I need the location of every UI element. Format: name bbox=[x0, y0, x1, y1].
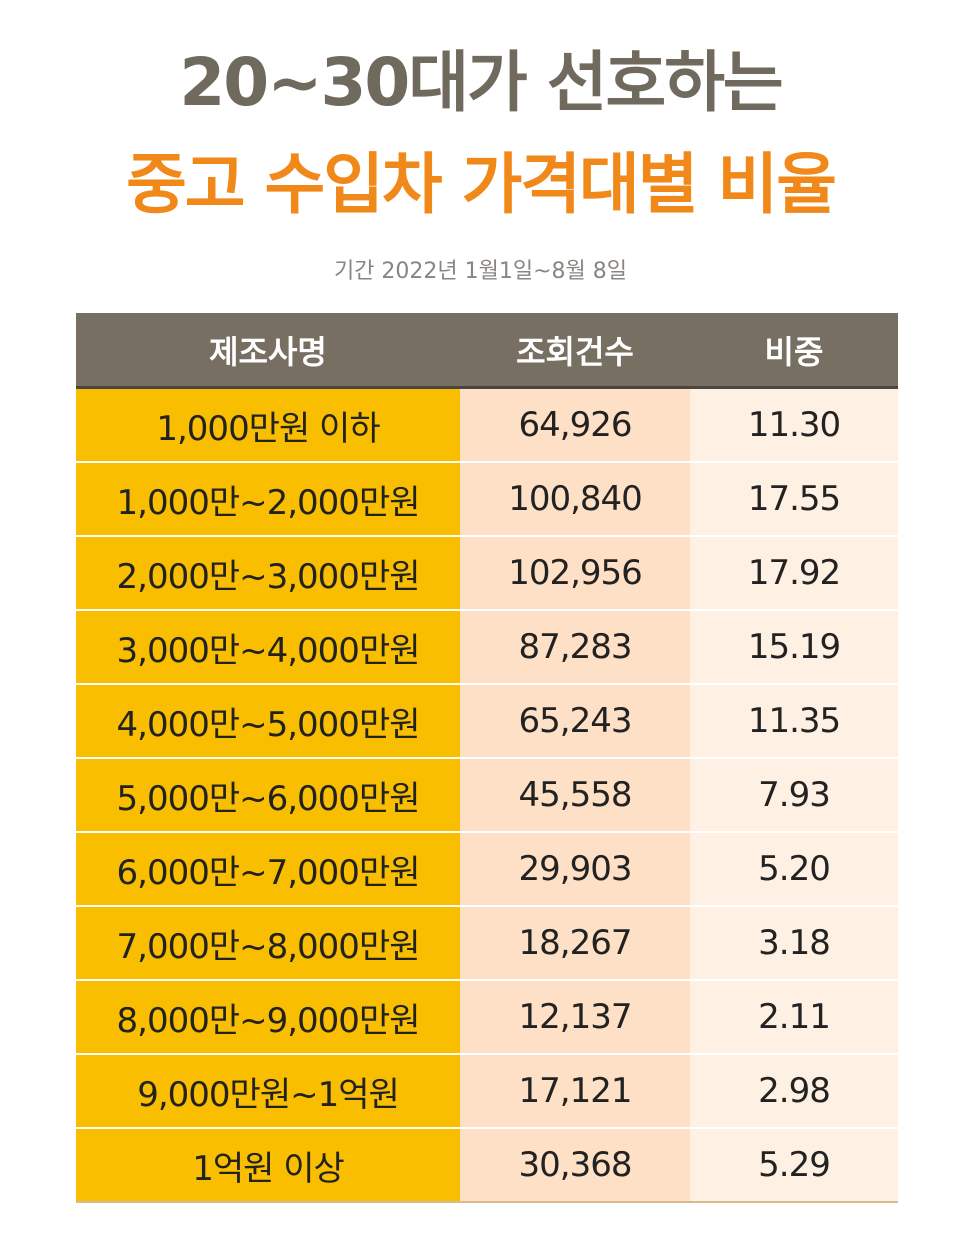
header-manufacturer: 제조사명 bbox=[76, 313, 460, 388]
title-line-1: 20~30대가 선호하는 bbox=[179, 44, 783, 121]
price-range-cell: 1억원 이상 bbox=[76, 1128, 460, 1203]
price-range-cell: 6,000만~7,000만원 bbox=[76, 832, 460, 907]
table-row: 2,000만~3,000만원 102,956 17.92 bbox=[76, 536, 898, 611]
view-count-cell: 102,956 bbox=[460, 536, 690, 611]
table-header-row: 제조사명 조회건수 비중 bbox=[76, 313, 898, 388]
table-row: 4,000만~5,000만원 65,243 11.35 bbox=[76, 684, 898, 759]
header-view-count: 조회건수 bbox=[460, 313, 690, 388]
share-cell: 2.11 bbox=[690, 980, 898, 1055]
view-count-cell: 45,558 bbox=[460, 758, 690, 833]
share-cell: 15.19 bbox=[690, 610, 898, 685]
share-cell: 11.35 bbox=[690, 684, 898, 759]
title-line-2: 중고 수입차 가격대별 비율 bbox=[126, 146, 837, 223]
share-cell: 5.20 bbox=[690, 832, 898, 907]
table-row: 9,000만원~1억원 17,121 2.98 bbox=[76, 1054, 898, 1129]
price-range-cell: 4,000만~5,000만원 bbox=[76, 684, 460, 759]
table-row: 6,000만~7,000만원 29,903 5.20 bbox=[76, 832, 898, 907]
header-share: 비중 bbox=[690, 313, 898, 388]
price-range-cell: 8,000만~9,000만원 bbox=[76, 980, 460, 1055]
view-count-cell: 30,368 bbox=[460, 1128, 690, 1203]
view-count-cell: 87,283 bbox=[460, 610, 690, 685]
view-count-cell: 17,121 bbox=[460, 1054, 690, 1129]
table-row: 1억원 이상 30,368 5.29 bbox=[76, 1128, 898, 1203]
view-count-cell: 12,137 bbox=[460, 980, 690, 1055]
share-cell: 11.30 bbox=[690, 387, 898, 463]
price-range-cell: 5,000만~6,000만원 bbox=[76, 758, 460, 833]
table-row: 1,000만~2,000만원 100,840 17.55 bbox=[76, 462, 898, 537]
price-range-cell: 1,000만원 이하 bbox=[76, 387, 460, 463]
price-range-cell: 3,000만~4,000만원 bbox=[76, 610, 460, 685]
view-count-cell: 65,243 bbox=[460, 684, 690, 759]
view-count-cell: 64,926 bbox=[460, 387, 690, 463]
table-row: 8,000만~9,000만원 12,137 2.11 bbox=[76, 980, 898, 1055]
share-cell: 17.55 bbox=[690, 462, 898, 537]
share-cell: 7.93 bbox=[690, 758, 898, 833]
price-range-cell: 7,000만~8,000만원 bbox=[76, 906, 460, 981]
table-row: 5,000만~6,000만원 45,558 7.93 bbox=[76, 758, 898, 833]
view-count-cell: 100,840 bbox=[460, 462, 690, 537]
table-row: 7,000만~8,000만원 18,267 3.18 bbox=[76, 906, 898, 981]
table-row: 3,000만~4,000만원 87,283 15.19 bbox=[76, 610, 898, 685]
price-range-table: 제조사명 조회건수 비중 1,000만원 이하 64,926 11.30 1,0… bbox=[76, 313, 898, 1203]
price-range-cell: 2,000만~3,000만원 bbox=[76, 536, 460, 611]
price-range-cell: 1,000만~2,000만원 bbox=[76, 462, 460, 537]
share-cell: 5.29 bbox=[690, 1128, 898, 1203]
view-count-cell: 18,267 bbox=[460, 906, 690, 981]
period-caption: 기간 2022년 1월1일~8월 8일 bbox=[333, 259, 628, 284]
view-count-cell: 29,903 bbox=[460, 832, 690, 907]
share-cell: 3.18 bbox=[690, 906, 898, 981]
table-row: 1,000만원 이하 64,926 11.30 bbox=[76, 387, 898, 463]
share-cell: 17.92 bbox=[690, 536, 898, 611]
price-range-cell: 9,000만원~1억원 bbox=[76, 1054, 460, 1129]
share-cell: 2.98 bbox=[690, 1054, 898, 1129]
